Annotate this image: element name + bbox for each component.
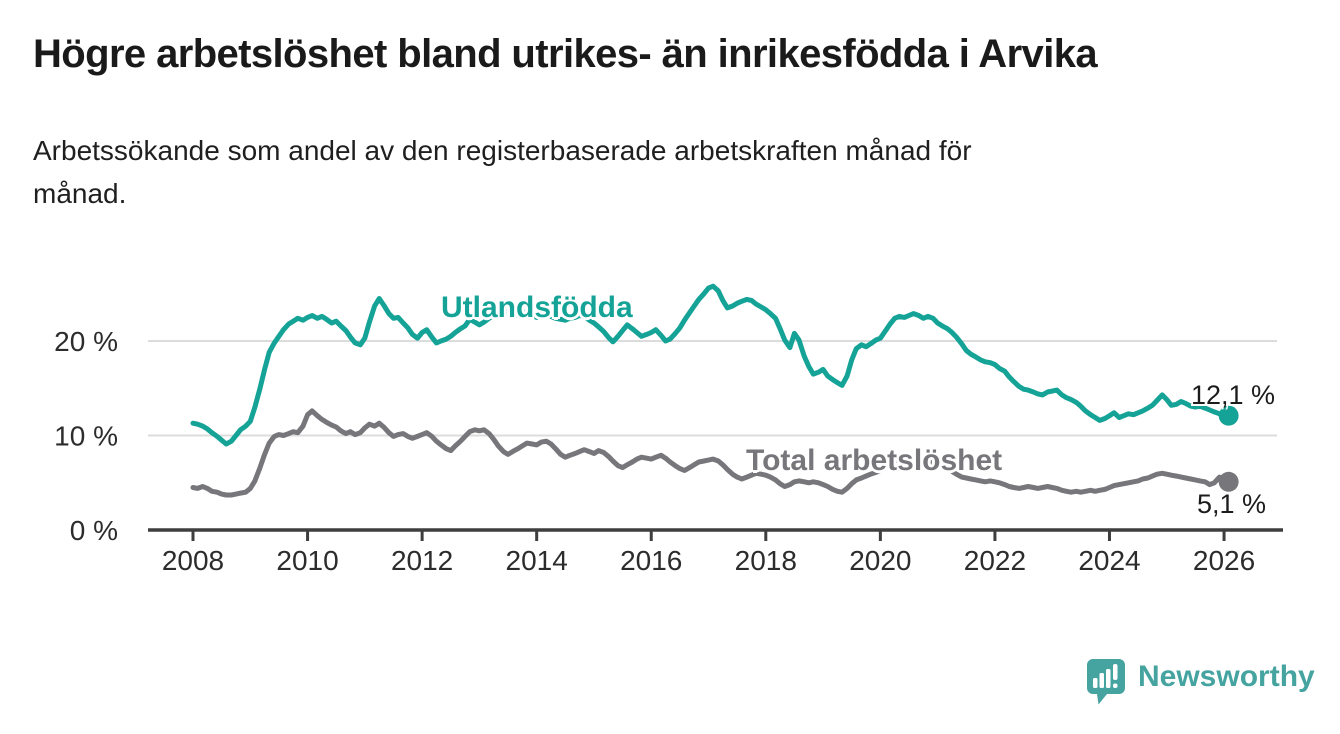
end-value-label-utlandsfodda: 12,1 % <box>1191 380 1276 410</box>
x-tick-label: 2012 <box>391 545 453 576</box>
x-tick-label: 2008 <box>162 545 224 576</box>
speech-bubble-bar-chart-icon <box>1087 659 1125 705</box>
newsworthy-wordmark: Newsworthy <box>1138 660 1315 693</box>
y-tick-label: 10 % <box>54 421 118 452</box>
x-tick-label: 2014 <box>506 545 568 576</box>
x-tick-label: 2010 <box>276 545 338 576</box>
y-tick-label: 0 % <box>70 515 118 546</box>
end-value-label-total-arbetsloshet: 5,1 % <box>1197 489 1267 519</box>
x-tick-label: 2018 <box>735 545 797 576</box>
x-tick-label: 2016 <box>620 545 682 576</box>
page-title: Högre arbetslöshet bland utrikes- än inr… <box>33 32 1098 76</box>
x-tick-label: 2026 <box>1193 545 1255 576</box>
series-line-utlandsfodda <box>190 283 1232 447</box>
newsworthy-branding: Newsworthy <box>1086 658 1315 708</box>
x-tick-label: 2024 <box>1078 545 1140 576</box>
series-label-total-arbetsloshet: Total arbetslöshet <box>746 444 1003 477</box>
series-line-total-arbetsloshet <box>190 408 1232 498</box>
page-subtitle: Arbetssökande som andel av den registerb… <box>33 135 972 209</box>
series-label-utlandsfodda: Utlandsfödda <box>441 291 633 324</box>
series-end-dot-utlandsfodda <box>1218 405 1239 426</box>
x-tick-label: 2020 <box>849 545 911 576</box>
y-tick-label: 20 % <box>54 326 118 357</box>
series-end-dot-total-arbetsloshet <box>1218 471 1239 492</box>
x-tick-label: 2022 <box>964 545 1026 576</box>
